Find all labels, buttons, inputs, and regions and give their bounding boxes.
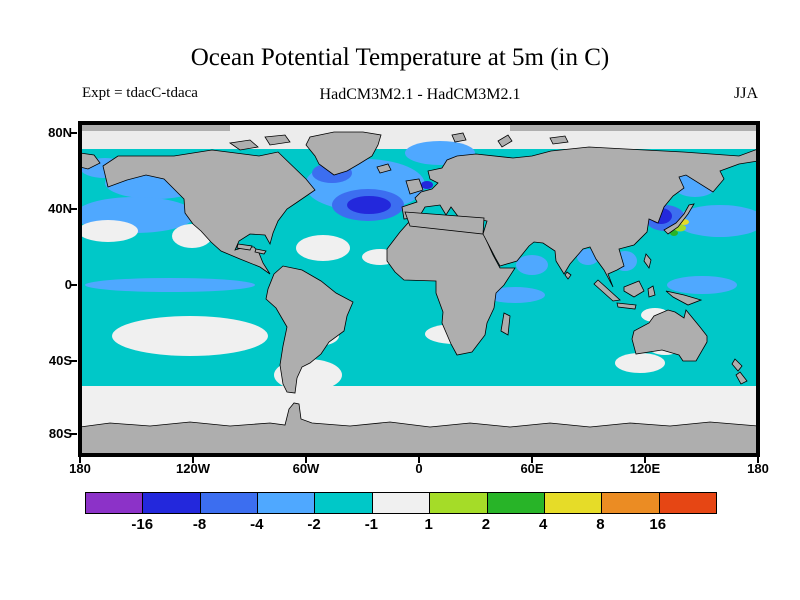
- colorbar-segment: [602, 493, 660, 513]
- colorbar: [85, 492, 717, 514]
- nw-atlantic-cold-core: [347, 196, 391, 214]
- x-tick-mark: [757, 456, 759, 463]
- colorbar-tick-label: 2: [481, 516, 491, 533]
- x-tick-mark: [643, 456, 646, 463]
- landmass: [401, 146, 759, 288]
- landmass: [663, 203, 695, 235]
- colorbar-tick-label: 16: [649, 516, 667, 533]
- landmass: [593, 279, 621, 302]
- landmass: [564, 271, 572, 280]
- landmass: [647, 285, 656, 298]
- x-tick-label: 180: [747, 461, 769, 476]
- y-tick-mark: [70, 360, 77, 363]
- colorbar-segment: [544, 493, 603, 513]
- page-title: Ocean Potential Temperature at 5m (in C): [190, 44, 610, 71]
- north-sea-cold-spot: [421, 181, 433, 189]
- experiment-label: Expt = tdacC-tdaca: [82, 85, 198, 101]
- landmass: [731, 358, 743, 372]
- landmass: [228, 139, 259, 151]
- landmass: [665, 290, 703, 306]
- y-tick-label: 80N: [48, 124, 72, 140]
- colorbar-tick-label: 1: [424, 516, 433, 533]
- landmass: [549, 135, 569, 145]
- x-tick-label: 0: [415, 461, 423, 476]
- colorbar-segment: [372, 493, 431, 513]
- map-plot-frame: [75, 121, 765, 457]
- landmass: [264, 134, 291, 146]
- colorbar-tick-label: 4: [539, 516, 548, 533]
- arabian-sea-cool-patch: [516, 255, 548, 275]
- colorbar-tick-label: -2: [307, 516, 321, 533]
- equatorial-pacific-cool-band: [85, 278, 255, 292]
- y-tick-label: 0: [64, 277, 72, 293]
- polar-mask-left: [80, 123, 230, 131]
- equatorial-indian-cool-band: [485, 287, 545, 303]
- landmass: [265, 265, 354, 394]
- colorbar-segment: [659, 493, 716, 513]
- x-tick-label: 180: [69, 461, 91, 476]
- polar-mask-right: [510, 123, 758, 131]
- season-label: JJA: [733, 85, 758, 102]
- colorbar-tick-label: -8: [192, 516, 207, 533]
- world-map-svg: [75, 123, 765, 456]
- landmass: [79, 402, 759, 456]
- landmass: [500, 312, 511, 336]
- colorbar-segment: [430, 493, 488, 513]
- y-tick-mark: [70, 207, 77, 210]
- landmass: [497, 134, 513, 148]
- y-tick-label: 80S: [48, 426, 72, 442]
- landmass: [376, 163, 392, 174]
- y-tick-mark: [70, 284, 77, 287]
- x-tick-label: 60W: [292, 461, 320, 476]
- landmass: [236, 243, 253, 251]
- landmass: [623, 280, 645, 298]
- x-tick-mark: [192, 456, 195, 463]
- y-tick-mark: [70, 131, 77, 134]
- landmass: [631, 309, 708, 362]
- y-tick-label: 40N: [48, 200, 72, 216]
- landmass: [451, 132, 467, 143]
- landmass: [305, 131, 382, 176]
- x-tick-mark: [79, 456, 81, 463]
- kuroshio-cool-patch: [675, 205, 765, 237]
- x-tick-label: 120W: [176, 461, 210, 476]
- colorbar-segment: [258, 493, 316, 513]
- x-tick-mark: [418, 456, 420, 463]
- model-label: HadCM3M2.1 - HadCM3M2.1: [319, 86, 521, 103]
- y-tick-label: 40S: [48, 353, 72, 369]
- landmass: [616, 302, 637, 310]
- map-frame: [80, 123, 758, 455]
- landmass: [254, 248, 267, 255]
- landmass: [735, 371, 748, 385]
- colorbar-tick-label: -1: [364, 516, 379, 533]
- colorbar-segment: [200, 493, 259, 513]
- southern-ocean-neutral-band: [80, 386, 758, 428]
- x-tick-mark: [304, 456, 307, 463]
- colorbar-tick-label: -4: [250, 516, 264, 533]
- x-tick-label: 60E: [520, 461, 544, 476]
- colorbar-segment: [487, 493, 545, 513]
- colorbar-segment: [143, 493, 201, 513]
- x-tick-mark: [531, 456, 534, 463]
- colorbar-segment: [86, 493, 144, 513]
- west-pacific-cool-band: [667, 276, 737, 294]
- x-tick-label: 120E: [629, 461, 661, 476]
- landmass: [643, 253, 652, 269]
- world-map: [75, 123, 765, 456]
- y-tick-mark: [70, 433, 77, 436]
- landmass: [404, 211, 485, 235]
- colorbar-tick-label: -16: [131, 516, 154, 533]
- south-pacific-neutral-patch: [112, 316, 268, 356]
- colorbar-segment: [315, 493, 373, 513]
- subtropical-north-atlantic-neutral-patch: [296, 235, 350, 261]
- landmass: [405, 178, 424, 195]
- central-north-pacific-neutral-patch: [78, 220, 138, 242]
- colorbar-tick-label: 8: [596, 516, 605, 533]
- australian-bight-neutral-patch: [615, 353, 665, 373]
